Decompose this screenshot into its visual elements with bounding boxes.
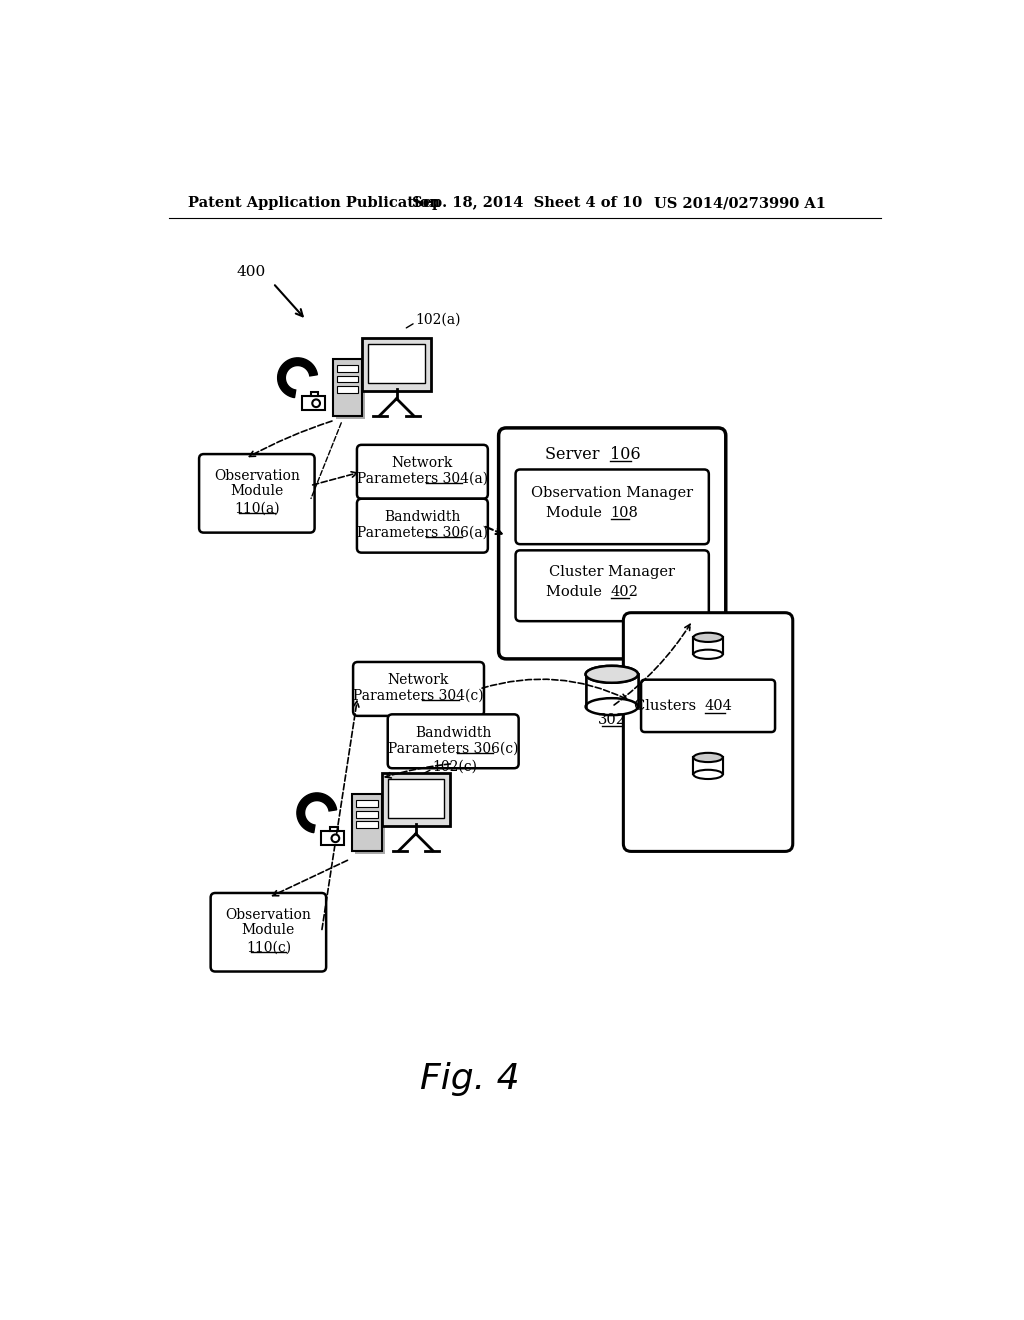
Text: Cluster Manager: Cluster Manager — [549, 565, 675, 579]
Text: Observation Manager: Observation Manager — [531, 486, 693, 499]
FancyBboxPatch shape — [333, 359, 362, 416]
FancyBboxPatch shape — [337, 387, 358, 393]
Text: 108: 108 — [610, 506, 639, 520]
FancyBboxPatch shape — [641, 680, 775, 733]
Ellipse shape — [586, 665, 638, 682]
Text: 102(a): 102(a) — [416, 313, 461, 327]
Text: 402: 402 — [610, 585, 639, 599]
FancyBboxPatch shape — [301, 396, 325, 411]
Text: 400: 400 — [237, 265, 266, 280]
Text: 106: 106 — [610, 446, 640, 463]
Text: Module: Module — [546, 585, 610, 599]
FancyBboxPatch shape — [199, 454, 314, 533]
Text: 404: 404 — [705, 698, 733, 713]
FancyBboxPatch shape — [355, 797, 385, 854]
Polygon shape — [586, 675, 638, 706]
Text: Fig. 4: Fig. 4 — [420, 1061, 519, 1096]
FancyBboxPatch shape — [356, 800, 378, 807]
Text: Bandwidth: Bandwidth — [415, 726, 492, 739]
FancyBboxPatch shape — [624, 612, 793, 851]
FancyBboxPatch shape — [357, 445, 487, 499]
FancyBboxPatch shape — [330, 826, 338, 832]
FancyBboxPatch shape — [369, 345, 425, 383]
FancyBboxPatch shape — [357, 499, 487, 553]
FancyBboxPatch shape — [515, 470, 709, 544]
Circle shape — [312, 400, 319, 407]
FancyBboxPatch shape — [356, 810, 378, 817]
Text: US 2014/0273990 A1: US 2014/0273990 A1 — [654, 197, 826, 210]
Text: Patent Application Publication: Patent Application Publication — [188, 197, 440, 210]
Polygon shape — [693, 638, 723, 655]
Ellipse shape — [586, 665, 638, 682]
Circle shape — [332, 834, 339, 842]
FancyBboxPatch shape — [382, 774, 451, 826]
Text: Parameters 304(a): Parameters 304(a) — [356, 471, 488, 486]
FancyBboxPatch shape — [388, 779, 444, 818]
FancyBboxPatch shape — [337, 364, 358, 372]
Text: Network: Network — [392, 457, 453, 470]
Text: Bandwidth: Bandwidth — [384, 511, 461, 524]
Text: 302: 302 — [598, 714, 626, 727]
Text: Observation: Observation — [225, 908, 311, 921]
FancyBboxPatch shape — [321, 832, 344, 845]
Polygon shape — [693, 758, 723, 775]
FancyBboxPatch shape — [388, 714, 518, 768]
FancyBboxPatch shape — [337, 376, 358, 383]
Text: Server: Server — [545, 446, 610, 463]
FancyBboxPatch shape — [362, 338, 431, 391]
Text: Sep. 18, 2014  Sheet 4 of 10: Sep. 18, 2014 Sheet 4 of 10 — [412, 197, 642, 210]
Text: 110(c): 110(c) — [246, 941, 291, 954]
Text: Network: Network — [388, 673, 450, 688]
Polygon shape — [297, 793, 337, 833]
Text: Parameters 304(c): Parameters 304(c) — [353, 689, 484, 702]
FancyBboxPatch shape — [352, 793, 382, 851]
Ellipse shape — [586, 698, 638, 715]
FancyBboxPatch shape — [310, 392, 318, 396]
Text: Parameters 306(c): Parameters 306(c) — [388, 742, 518, 755]
Ellipse shape — [693, 632, 723, 642]
FancyBboxPatch shape — [356, 821, 378, 829]
Text: Parameters 306(a): Parameters 306(a) — [357, 525, 487, 540]
FancyBboxPatch shape — [499, 428, 726, 659]
Text: Module: Module — [242, 923, 295, 937]
Ellipse shape — [693, 752, 723, 762]
Text: Module: Module — [546, 506, 610, 520]
Ellipse shape — [693, 649, 723, 659]
FancyBboxPatch shape — [353, 663, 484, 715]
FancyBboxPatch shape — [515, 550, 709, 622]
Text: 110(a): 110(a) — [234, 502, 280, 516]
Ellipse shape — [693, 770, 723, 779]
Text: Observation: Observation — [214, 469, 300, 483]
Polygon shape — [278, 358, 317, 397]
Text: Clusters: Clusters — [634, 698, 705, 713]
Text: Module: Module — [230, 484, 284, 498]
Text: 102(c): 102(c) — [432, 760, 477, 774]
FancyBboxPatch shape — [211, 892, 326, 972]
FancyBboxPatch shape — [336, 362, 366, 420]
